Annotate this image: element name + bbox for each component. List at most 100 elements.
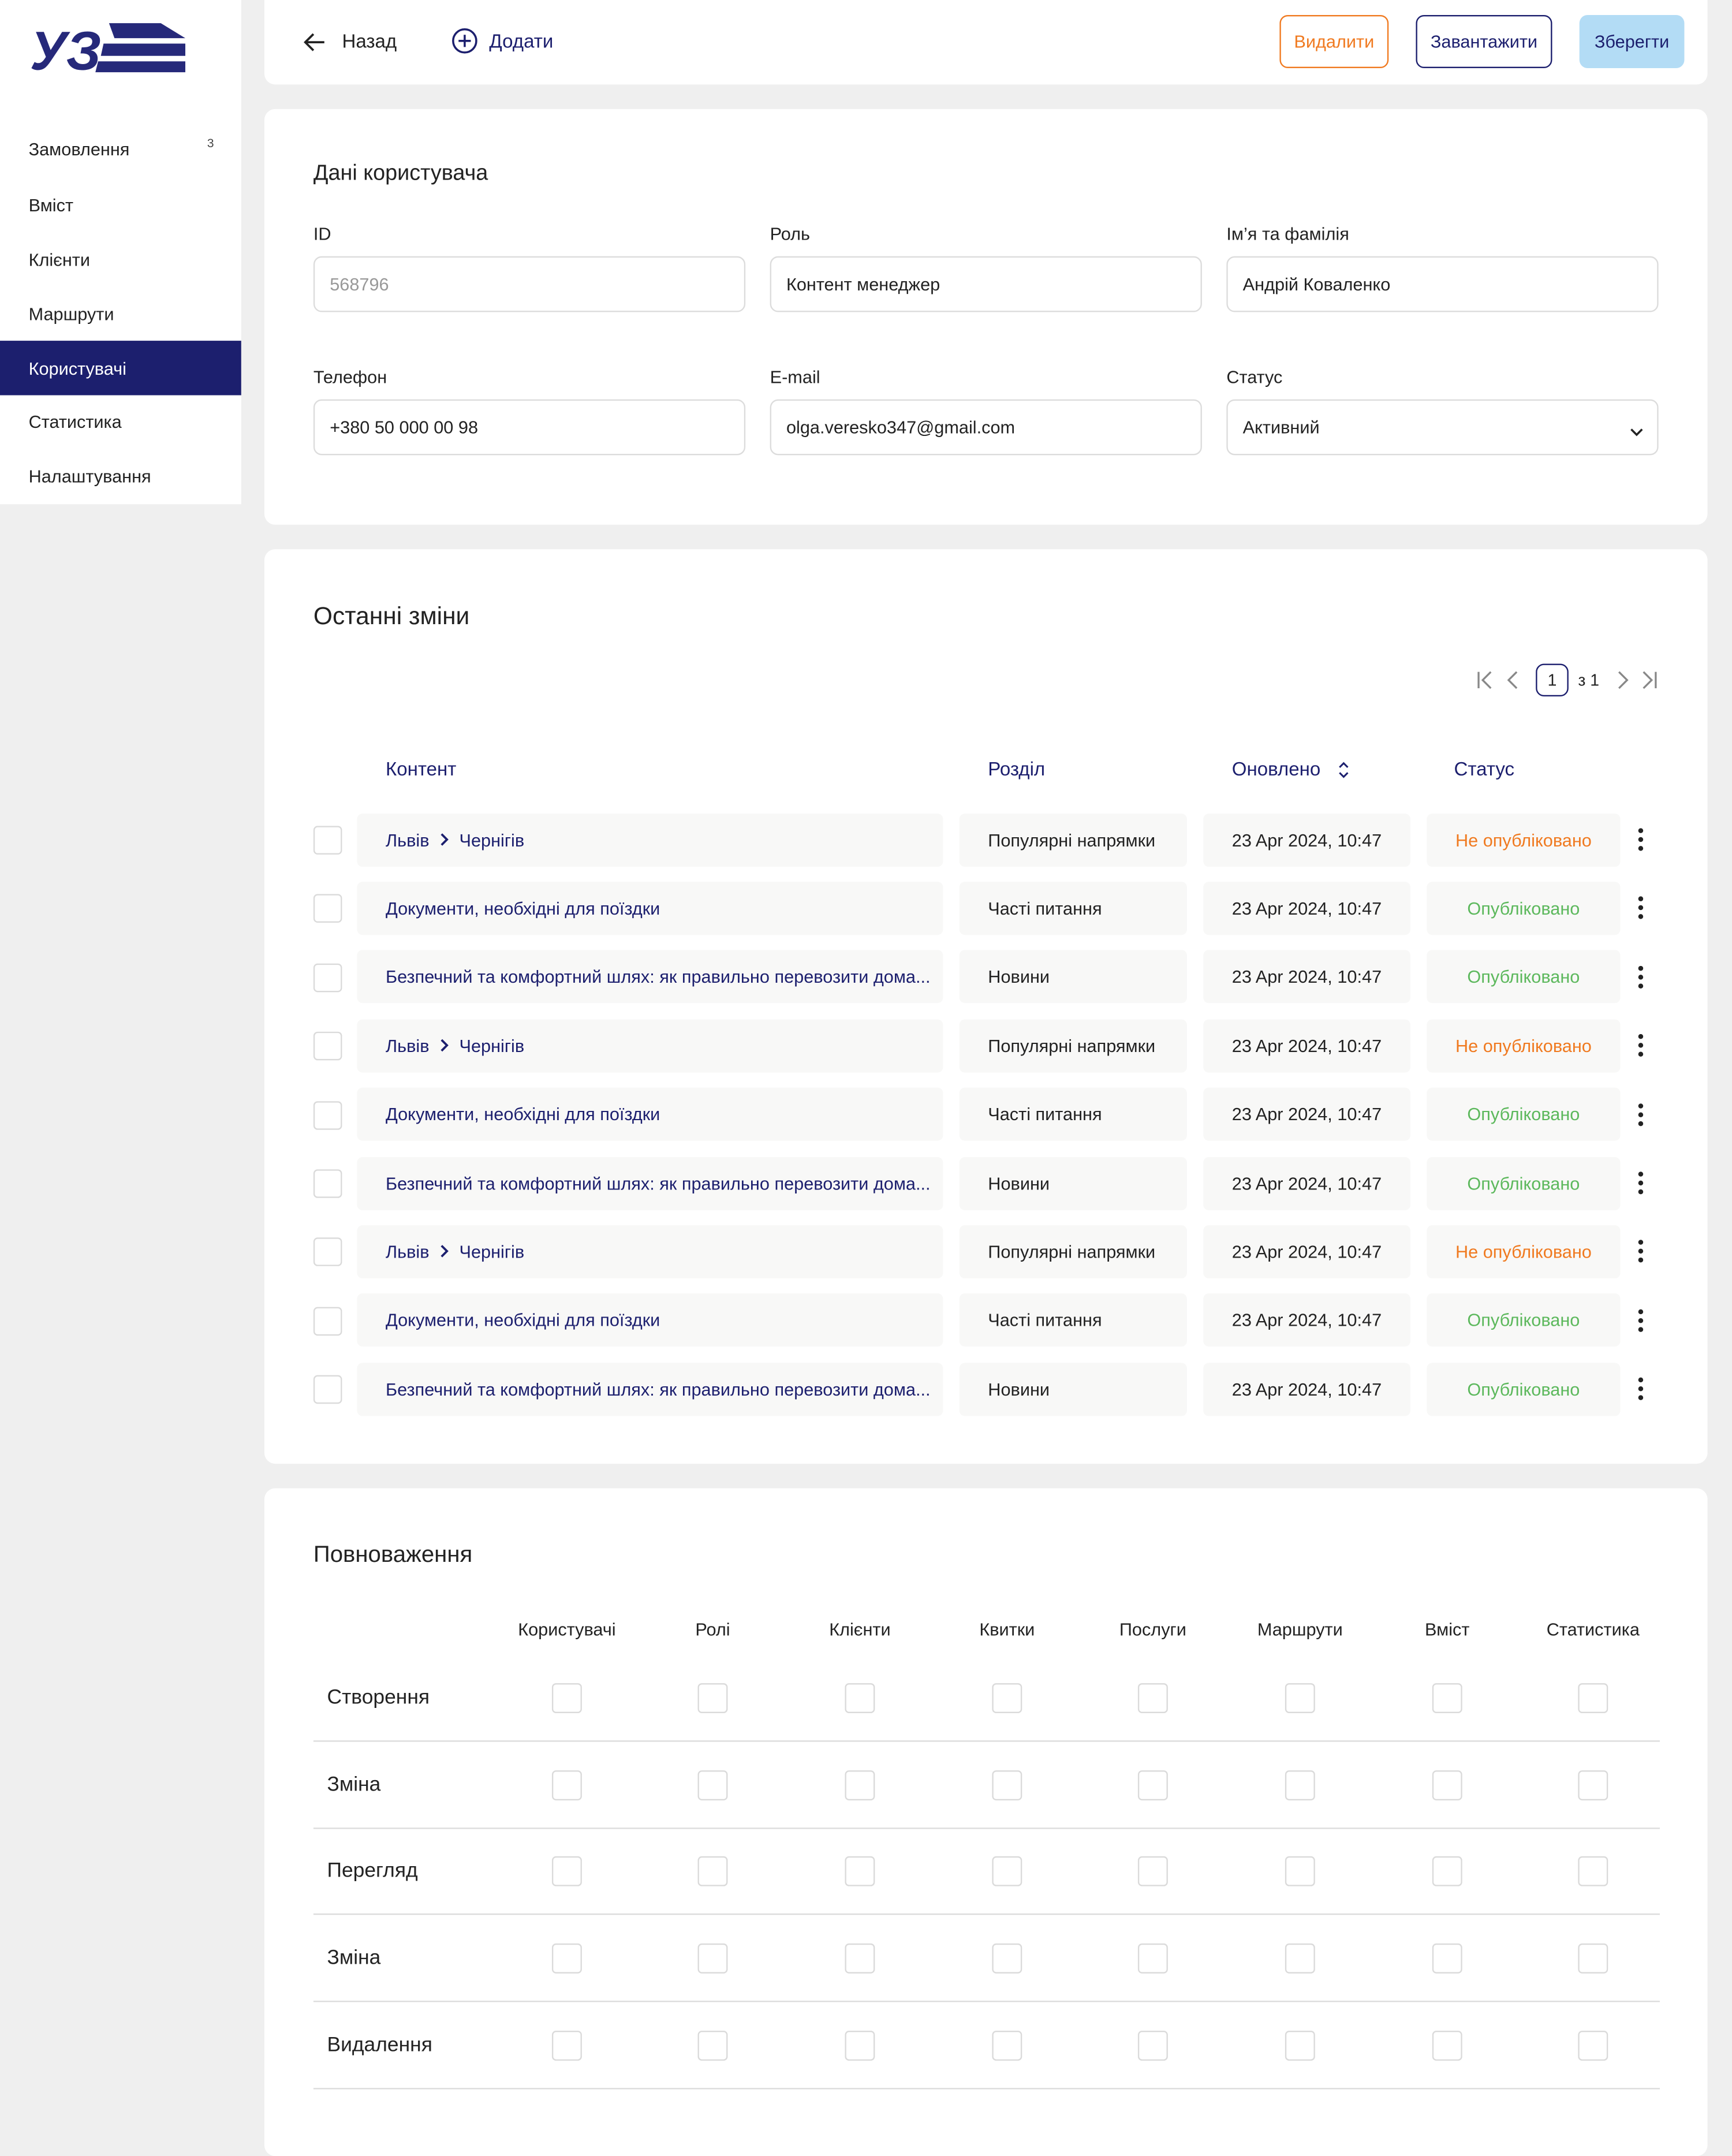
row-menu[interactable] xyxy=(1635,1240,1646,1264)
permission-checkbox[interactable] xyxy=(845,1944,875,1974)
permission-checkbox[interactable] xyxy=(551,1683,582,1714)
permission-checkbox[interactable] xyxy=(551,1770,582,1800)
menu-item[interactable]: Замовлення xyxy=(28,139,130,160)
permission-checkbox[interactable] xyxy=(1285,1683,1315,1714)
content-cell[interactable]: Безпечний та комфортний шлях: як правиль… xyxy=(357,1362,943,1416)
row-menu[interactable] xyxy=(1635,1102,1646,1127)
pagination-next[interactable] xyxy=(1615,669,1631,691)
permission-checkbox[interactable] xyxy=(992,2030,1022,2061)
permission-checkbox[interactable] xyxy=(1432,2030,1462,2061)
permission-checkbox[interactable] xyxy=(1432,1856,1462,1887)
menu-item[interactable]: Маршрути xyxy=(28,304,114,324)
input[interactable]: Контент менеджер xyxy=(770,256,1202,312)
row-menu[interactable] xyxy=(1635,1308,1646,1333)
permission-checkbox[interactable] xyxy=(845,1770,875,1800)
menu-item[interactable]: Клієнти xyxy=(28,249,90,270)
input[interactable]: Активний xyxy=(1226,399,1659,456)
row-checkbox[interactable] xyxy=(313,1101,342,1129)
permission-checkbox[interactable] xyxy=(992,1856,1022,1887)
row-checkbox[interactable] xyxy=(313,894,342,923)
permission-checkbox[interactable] xyxy=(1432,1944,1462,1974)
permission-checkbox[interactable] xyxy=(1137,1856,1168,1887)
updated-cell: 23 Apr 2024, 10:47 xyxy=(1203,1019,1411,1072)
column-header[interactable]: Контент xyxy=(385,758,457,780)
pagination-page[interactable]: 1 xyxy=(1536,663,1569,697)
permission-checkbox[interactable] xyxy=(1285,2030,1315,2061)
delete-button[interactable]: Видалити xyxy=(1279,14,1389,69)
permission-checkbox[interactable] xyxy=(697,1770,728,1800)
row-checkbox[interactable] xyxy=(313,1169,342,1198)
pagination-first[interactable] xyxy=(1476,669,1495,691)
row-checkbox[interactable] xyxy=(313,1032,342,1061)
permission-checkbox[interactable] xyxy=(697,2030,728,2061)
column-header[interactable]: Розділ xyxy=(988,758,1046,780)
permission-checkbox[interactable] xyxy=(1578,2030,1608,2061)
row-checkbox[interactable] xyxy=(313,826,342,855)
permission-checkbox[interactable] xyxy=(1578,1683,1608,1714)
menu-item[interactable]: Користувачі xyxy=(28,358,126,379)
back-icon[interactable] xyxy=(303,31,327,53)
permission-checkbox[interactable] xyxy=(1137,1683,1168,1714)
permission-checkbox[interactable] xyxy=(992,1944,1022,1974)
content-cell[interactable]: Документи, необхідні для поїздки xyxy=(357,1087,943,1141)
back-button[interactable]: Назад xyxy=(342,29,397,52)
permission-checkbox[interactable] xyxy=(1578,1944,1608,1974)
content-cell[interactable]: Безпечний та комфортний шлях: як правиль… xyxy=(357,1156,943,1210)
permission-checkbox[interactable] xyxy=(1285,1856,1315,1887)
input[interactable]: olga.veresko347@gmail.com xyxy=(770,399,1202,456)
add-icon[interactable] xyxy=(451,27,478,54)
permission-checkbox[interactable] xyxy=(845,2030,875,2061)
input[interactable]: 568796 xyxy=(313,256,746,312)
permission-checkbox[interactable] xyxy=(1285,1770,1315,1800)
permission-checkbox[interactable] xyxy=(1432,1770,1462,1800)
row-menu[interactable] xyxy=(1635,896,1646,920)
pagination-prev[interactable] xyxy=(1505,669,1521,691)
permission-checkbox[interactable] xyxy=(1137,1770,1168,1800)
permission-checkbox[interactable] xyxy=(551,1856,582,1887)
input[interactable]: +380 50 000 00 98 xyxy=(313,399,746,456)
content-cell[interactable]: Документи, необхідні для поїздки xyxy=(357,1293,943,1347)
permission-checkbox[interactable] xyxy=(845,1683,875,1714)
permission-checkbox[interactable] xyxy=(1578,1770,1608,1800)
row-menu[interactable] xyxy=(1635,827,1646,852)
permission-checkbox[interactable] xyxy=(1285,1944,1315,1974)
row-menu[interactable] xyxy=(1635,965,1646,989)
permission-checkbox[interactable] xyxy=(697,1683,728,1714)
row-checkbox[interactable] xyxy=(313,1307,342,1336)
column-header[interactable]: Статус xyxy=(1454,758,1515,780)
permission-checkbox[interactable] xyxy=(1432,1683,1462,1714)
permission-checkbox[interactable] xyxy=(845,1856,875,1887)
permission-checkbox[interactable] xyxy=(992,1683,1022,1714)
save-button[interactable]: Зберегти xyxy=(1579,14,1685,69)
row-checkbox[interactable] xyxy=(313,1375,342,1404)
sort-icon[interactable] xyxy=(1338,760,1349,779)
select-chevron xyxy=(1630,421,1644,437)
menu-item[interactable]: Статистика xyxy=(28,411,122,432)
row-checkbox[interactable] xyxy=(313,1238,342,1267)
add-button[interactable]: Додати xyxy=(489,29,554,52)
permission-checkbox[interactable] xyxy=(1137,1944,1168,1974)
permission-checkbox[interactable] xyxy=(551,2030,582,2061)
permission-checkbox[interactable] xyxy=(697,1856,728,1887)
row-menu[interactable] xyxy=(1635,1377,1646,1401)
permission-checkbox[interactable] xyxy=(1137,2030,1168,2061)
input[interactable]: Андрій Коваленко xyxy=(1226,256,1659,312)
permission-checkbox[interactable] xyxy=(697,1944,728,1974)
row-menu[interactable] xyxy=(1635,1171,1646,1195)
content-cell[interactable]: Львів Чернігів xyxy=(357,1225,943,1278)
content-cell[interactable]: Документи, необхідні для поїздки xyxy=(357,881,943,935)
permission-column: Клієнти xyxy=(829,1619,891,1640)
permission-checkbox[interactable] xyxy=(992,1770,1022,1800)
row-checkbox[interactable] xyxy=(313,963,342,992)
menu-item[interactable]: Вміст xyxy=(28,195,74,215)
menu-item[interactable]: Налаштування xyxy=(28,466,151,487)
row-menu[interactable] xyxy=(1635,1034,1646,1058)
content-cell[interactable]: Львів Чернігів xyxy=(357,812,943,867)
permission-checkbox[interactable] xyxy=(551,1944,582,1974)
pagination-last[interactable] xyxy=(1640,669,1659,691)
permission-checkbox[interactable] xyxy=(1578,1856,1608,1887)
column-header[interactable]: Оновлено xyxy=(1231,758,1321,780)
upload-button[interactable]: Завантажити xyxy=(1416,14,1552,69)
content-cell[interactable]: Безпечний та комфортний шлях: як правиль… xyxy=(357,950,943,1004)
content-cell[interactable]: Львів Чернігів xyxy=(357,1019,943,1072)
